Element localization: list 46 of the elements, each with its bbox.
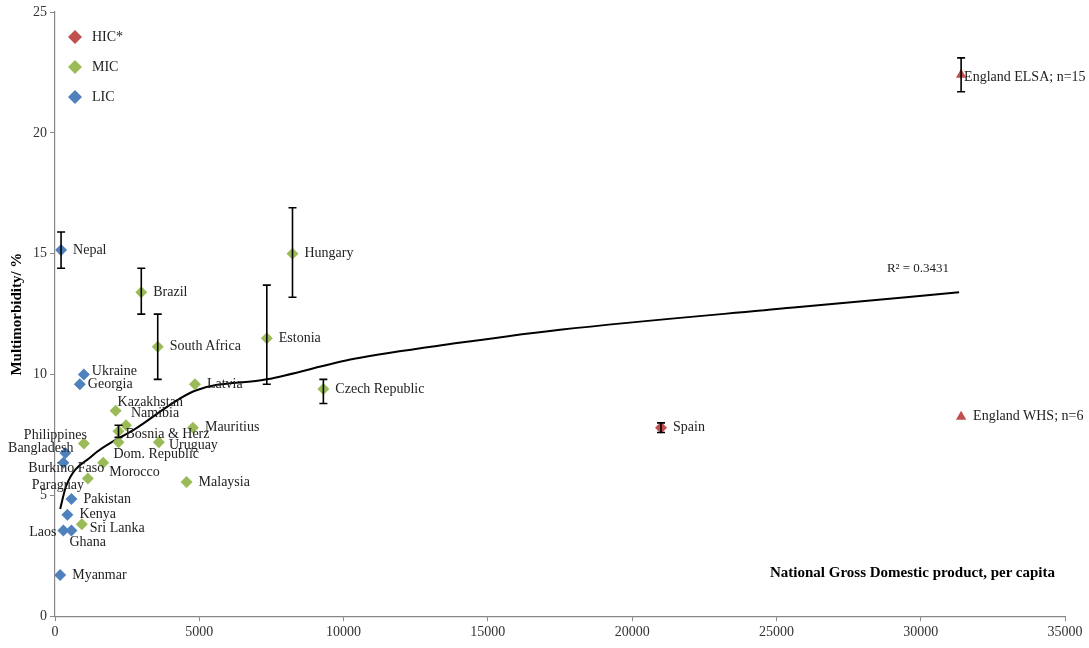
annotation: South Africa [169, 338, 242, 354]
annotation: Morocco [109, 464, 160, 480]
point [180, 476, 193, 489]
annotation: Malaysia [198, 473, 251, 489]
annotation: Philippines [23, 427, 87, 443]
x-tick-label: 30000 [903, 624, 939, 640]
y-tick-label: 10 [33, 366, 47, 382]
annotation: England ELSA; n=15 [964, 68, 1086, 84]
y-axis-title: Multimorbidity/ % [7, 252, 24, 376]
annotation: Spain [673, 419, 705, 435]
point [188, 378, 201, 391]
y-tick-label: 0 [40, 607, 47, 623]
annotation: Sri Lanka [89, 520, 146, 536]
x-axis-title: National Gross Domestic product, per capita [770, 564, 1056, 581]
y-tick-label: 15 [33, 245, 47, 261]
annotation: England WHS; n=6 [973, 408, 1084, 424]
point [61, 508, 74, 521]
annotation: Czech Republic [335, 380, 425, 396]
annotation: Estonia [278, 329, 322, 345]
annotation: Laos [29, 524, 57, 540]
x-tick-label: 15000 [470, 624, 506, 640]
legend-label: HIC* [92, 28, 124, 44]
point [73, 378, 86, 391]
annotation: Hungary [304, 245, 354, 261]
annotation: Burkino Faso [28, 460, 105, 476]
x-tick-label: 35000 [1047, 624, 1083, 640]
annotation: Ghana [69, 534, 107, 550]
annotation: Nepal [73, 241, 107, 257]
annotation: Pakistan [83, 490, 131, 506]
annotation: Brazil [153, 284, 188, 300]
legend-label: MIC [92, 58, 119, 74]
point [955, 410, 967, 420]
x-tick-label: 25000 [758, 624, 794, 640]
y-tick-label: 25 [33, 3, 47, 19]
x-tick-label: 20000 [614, 624, 650, 640]
point [65, 492, 78, 505]
legend-label: LIC [92, 88, 115, 104]
point [55, 569, 67, 582]
annotation: R² = 0.3431 [886, 259, 950, 275]
x-tick-label: 0 [51, 624, 59, 640]
x-tick-label: 5000 [185, 624, 214, 640]
x-tick-label: 10000 [326, 624, 362, 640]
annotation: Kenya [79, 506, 117, 522]
y-tick-label: 20 [33, 124, 47, 140]
annotation: Myanmar [72, 566, 127, 582]
point [77, 368, 90, 381]
